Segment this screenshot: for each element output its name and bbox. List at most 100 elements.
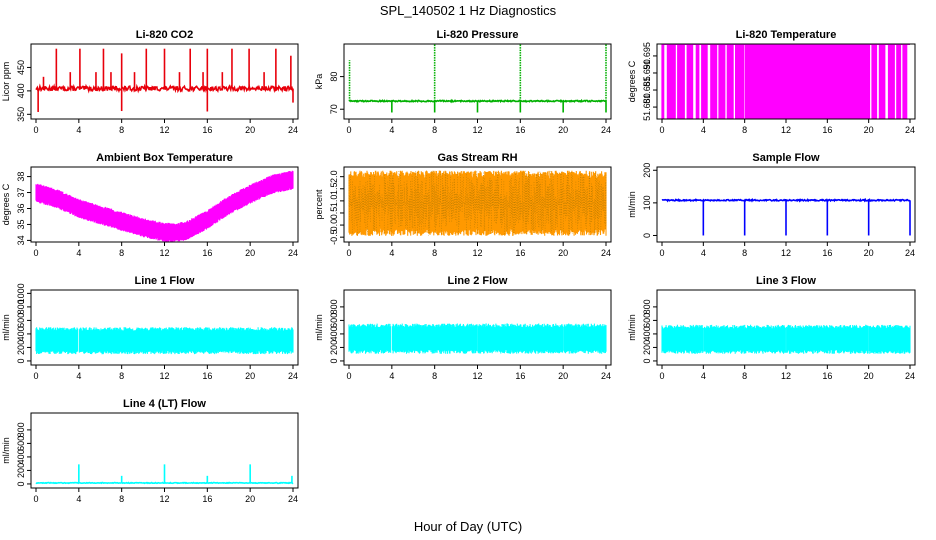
series-pressure [348,44,607,113]
xtick-label-line2-20: 20 [558,371,568,381]
panel-line3: Line 3 Flow ml/min 0 4 8 12 16 20 24 0 20040060080… [627,275,916,381]
xtick-label-line4-0: 0 [33,494,38,504]
ytick-label-line4-800: 800 [16,422,26,437]
xtick-label-line2-4: 4 [389,371,394,381]
xtick-label-line1-12: 12 [159,371,169,381]
panel-title-gas-rh: Gas Stream RH [437,152,517,164]
ytick-label-line2-400: 400 [329,326,339,341]
xtick-label-line2-8: 8 [432,371,437,381]
panel-ylabel-co2: Licor ppm [1,62,11,102]
series-sample-flow [661,197,911,236]
xtick-label-co2-24: 24 [288,125,298,135]
panel-ylabel-gas-rh: percent [314,189,324,220]
trace-line2 [348,323,607,354]
ytick-label-line1-800: 800 [16,299,26,314]
panel-licor-temp: Li-820 Temperature degrees C 0 4 8 12 16 20 24 51… [627,29,916,135]
ytick-label-ambient-temp-38: 38 [16,172,26,182]
xtick-label-gas-rh-16: 16 [515,248,525,258]
panel-title-line3: Line 3 Flow [756,275,816,287]
xtick-label-line2-24: 24 [601,371,611,381]
panel-ylabel-ambient-temp: degrees C [1,183,11,225]
ytick-label-line4-400: 400 [16,449,26,464]
panel-ylabel-line3: ml/min [627,314,637,341]
xtick-label-line1-0: 0 [33,371,38,381]
xtick-label-sample-flow-12: 12 [781,248,791,258]
xtick-label-ambient-temp-0: 0 [33,248,38,258]
xtick-label-pressure-16: 16 [515,125,525,135]
figure-xlabel: Hour of Day (UTC) [414,519,522,534]
xtick-label-gas-rh-20: 20 [558,248,568,258]
series-gas-rh [348,170,607,236]
ytick-label-gas-rh--0.5: -0.5 [329,229,339,245]
ytick-label-line1-400: 400 [16,326,26,341]
xtick-label-pressure-4: 4 [389,125,394,135]
ytick-label-gas-rh-0.5: 0.5 [329,207,339,220]
series-line4 [35,464,294,485]
xtick-label-ambient-temp-20: 20 [245,248,255,258]
trace-overlay-gas-rh [348,170,607,236]
panel-title-licor-temp: Li-820 Temperature [736,29,837,41]
panel-ylabel-line4: ml/min [1,437,11,464]
xtick-label-line4-4: 4 [76,494,81,504]
xtick-label-gas-rh-12: 12 [472,248,482,258]
ytick-label-co2-450: 450 [16,60,26,75]
ytick-label-ambient-temp-37: 37 [16,188,26,198]
panel-pressure: Li-820 Pressure kPa 0 4 8 12 16 20 24 70 80 [314,29,612,135]
xtick-label-line4-8: 8 [119,494,124,504]
xtick-label-co2-4: 4 [76,125,81,135]
panel-title-pressure: Li-820 Pressure [437,29,519,41]
ytick-label-line3-200: 200 [642,340,652,355]
xtick-label-line3-8: 8 [742,371,747,381]
panel-title-line2: Line 2 Flow [448,275,508,287]
ytick-label-co2-350: 350 [16,107,26,122]
panel-sample-flow: Sample Flow ml/min 0 4 8 12 16 20 24 0 100 200 [627,152,916,258]
trace-line1 [35,327,294,355]
ytick-label-pressure-80: 80 [329,72,339,82]
ytick-label-sample-flow-100: 100 [642,195,652,210]
xtick-label-pressure-8: 8 [432,125,437,135]
xtick-label-line2-0: 0 [346,371,351,381]
xtick-label-sample-flow-4: 4 [701,248,706,258]
panel-ylabel-licor-temp: degrees C [627,60,637,102]
xtick-label-sample-flow-8: 8 [742,248,747,258]
panel-ylabel-pressure: kPa [314,74,324,90]
panel-title-ambient-temp: Ambient Box Temperature [96,152,233,164]
xtick-label-ambient-temp-12: 12 [159,248,169,258]
xtick-label-line3-12: 12 [781,371,791,381]
ytick-label-line3-0: 0 [642,358,652,363]
figure-title: SPL_140502 1 Hz Diagnostics [380,3,557,18]
xtick-label-line3-4: 4 [701,371,706,381]
xtick-label-line4-12: 12 [159,494,169,504]
xtick-label-co2-20: 20 [245,125,255,135]
panel-ylabel-line1: ml/min [1,314,11,341]
ytick-label-line2-600: 600 [329,313,339,328]
ytick-label-pressure-70: 70 [329,104,339,114]
ytick-label-ambient-temp-34: 34 [16,235,26,245]
panel-line4: Line 4 (LT) Flow ml/min 0 4 8 12 16 20 24 0 200400… [1,398,299,504]
xtick-label-line1-16: 16 [202,371,212,381]
ytick-label-sample-flow-200: 200 [642,163,652,178]
trace-sample-flow [661,197,911,203]
ytick-label-co2-400: 400 [16,83,26,98]
xtick-label-licor-temp-16: 16 [822,125,832,135]
ytick-label-gas-rh-0: 0.0 [329,219,339,232]
panel-line2: Line 2 Flow ml/min 0 4 8 12 16 20 24 0 20040060080… [314,275,612,381]
xtick-label-gas-rh-4: 4 [389,248,394,258]
series-line3 [661,324,911,354]
ytick-label-sample-flow-0: 0 [642,233,652,238]
ytick-label-licor-temp-51.69: 51.690 [642,59,652,87]
ytick-label-licor-temp-51.695: 51.695 [642,42,652,70]
panel-title-line4: Line 4 (LT) Flow [123,398,206,410]
xtick-label-ambient-temp-24: 24 [288,248,298,258]
xtick-label-licor-temp-12: 12 [781,125,791,135]
xtick-label-licor-temp-4: 4 [701,125,706,135]
xtick-label-ambient-temp-8: 8 [119,248,124,258]
xtick-label-sample-flow-0: 0 [659,248,664,258]
trace-ambient-temp [35,170,294,242]
trace-line3 [661,324,911,354]
ytick-label-line1-600: 600 [16,313,26,328]
trace-licor-temp [661,44,908,119]
